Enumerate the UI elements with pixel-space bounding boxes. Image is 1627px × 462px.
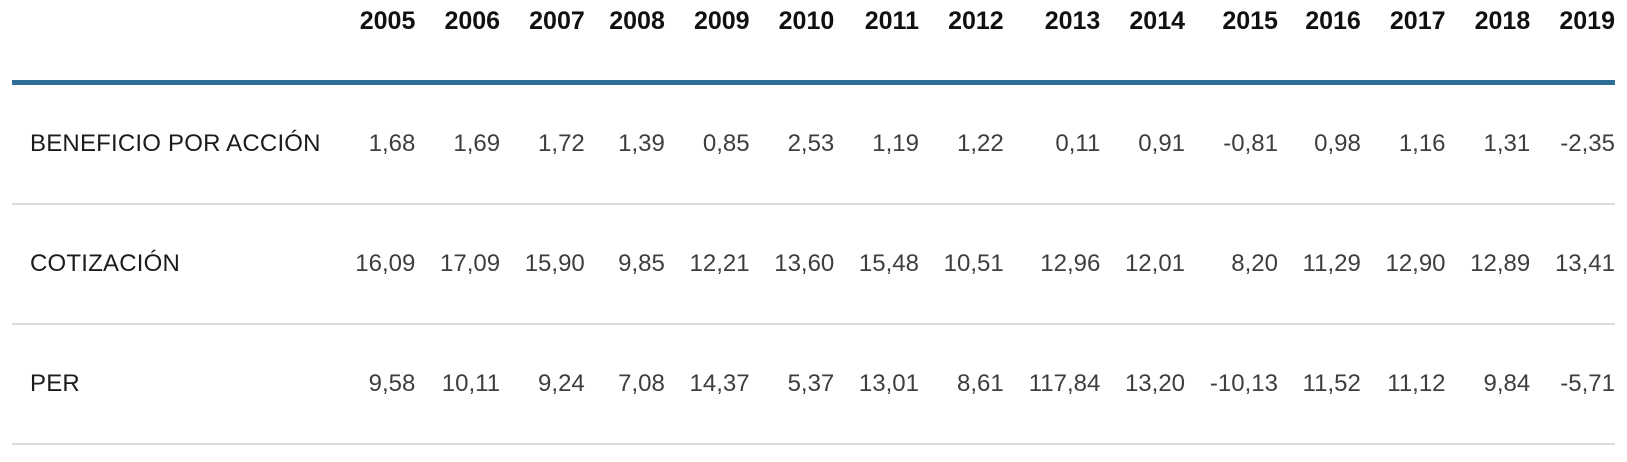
value-cell: 13,60 [749,204,835,325]
value-cell: 9,24 [500,324,585,445]
value-cell: 1,31 [1445,82,1531,205]
year-header-cell: 2010 [749,0,835,85]
year-header-cell: 2017 [1360,0,1446,85]
value-cell: -10,13 [1185,324,1278,445]
value-cell: 17,09 [415,204,501,325]
value-cell: 16,09 [330,204,416,325]
value-cell: -0,81 [1185,82,1278,205]
value-cell: 10,11 [415,324,501,445]
value-cell: 12,89 [1445,204,1531,325]
value-cell: -5,71 [1530,324,1615,445]
value-cell: 13,41 [1530,204,1615,325]
financial-ratios-table-container: 2005 2006 2007 2008 2009 2010 2011 2012 2013 2014… [12,0,1615,445]
value-cell: 0,91 [1100,82,1186,205]
year-header-cell: 2018 [1445,0,1531,85]
year-header-cell: 2011 [834,0,919,85]
value-cell: 11,52 [1277,324,1361,445]
year-header-cell: 2015 [1185,0,1278,85]
value-cell: 14,37 [664,324,750,445]
year-header-cell: 2016 [1277,0,1361,85]
table-header: 2005 2006 2007 2008 2009 2010 2011 2012 2013 2014… [12,0,1615,85]
row-label-cell: PER [12,324,331,445]
row-label-cell: COTIZACIÓN [12,204,331,325]
year-header-cell: 2009 [664,0,750,85]
table-body: BENEFICIO POR ACCIÓN 1,68 1,69 1,72 1,39 0,85… [12,82,1615,445]
value-cell: 0,11 [1003,82,1101,205]
value-cell: 5,37 [749,324,835,445]
year-header-row: 2005 2006 2007 2008 2009 2010 2011 2012 2013 2014… [12,0,1615,85]
value-cell: 9,58 [330,324,416,445]
value-cell: 1,69 [415,82,501,205]
year-header-cell: 2013 [1003,0,1101,85]
year-header-cell: 2005 [330,0,416,85]
value-cell: 12,96 [1003,204,1101,325]
value-cell: -2,35 [1530,82,1615,205]
value-cell: 7,08 [584,324,665,445]
year-header-cell: 2008 [584,0,665,85]
value-cell: 9,84 [1445,324,1531,445]
table-row: PER 9,58 10,11 9,24 7,08 14,37 5,37 13,01 8,61 11… [12,324,1615,445]
year-header-cell: 2012 [918,0,1004,85]
financial-ratios-table: 2005 2006 2007 2008 2009 2010 2011 2012 2013 2014… [12,0,1615,445]
year-header-cell: 2019 [1530,0,1615,85]
value-cell: 1,22 [918,82,1004,205]
value-cell: 15,90 [500,204,585,325]
value-cell: 8,20 [1185,204,1278,325]
value-cell: 1,68 [330,82,416,205]
value-cell: 2,53 [749,82,835,205]
value-cell: 1,72 [500,82,585,205]
row-label-cell: BENEFICIO POR ACCIÓN [12,82,331,205]
value-cell: 1,39 [584,82,665,205]
value-cell: 9,85 [584,204,665,325]
empty-corner-cell [12,0,331,85]
table-row: COTIZACIÓN 16,09 17,09 15,90 9,85 12,21 13,60 1… [12,204,1615,325]
value-cell: 12,21 [664,204,750,325]
value-cell: 10,51 [918,204,1004,325]
table-row: BENEFICIO POR ACCIÓN 1,68 1,69 1,72 1,39 0,85… [12,82,1615,205]
value-cell: 117,84 [1003,324,1101,445]
year-header-cell: 2007 [500,0,585,85]
value-cell: 1,16 [1360,82,1446,205]
value-cell: 11,29 [1277,204,1361,325]
value-cell: 13,20 [1100,324,1186,445]
value-cell: 0,85 [664,82,750,205]
value-cell: 1,19 [834,82,919,205]
value-cell: 12,01 [1100,204,1186,325]
value-cell: 8,61 [918,324,1004,445]
value-cell: 15,48 [834,204,919,325]
value-cell: 0,98 [1277,82,1361,205]
value-cell: 11,12 [1360,324,1446,445]
year-header-cell: 2006 [415,0,501,85]
value-cell: 12,90 [1360,204,1446,325]
year-header-cell: 2014 [1100,0,1186,85]
value-cell: 13,01 [834,324,919,445]
